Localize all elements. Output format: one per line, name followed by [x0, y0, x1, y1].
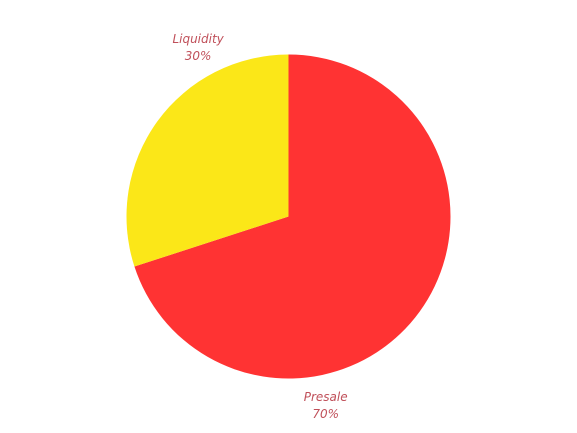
- pie-slices: [126, 54, 451, 379]
- pie-labels: Presale 70% Liquidity 30%: [172, 32, 347, 421]
- slice-percent-presale: 70%: [312, 407, 339, 421]
- slice-percent-liquidity: 30%: [185, 49, 212, 63]
- slice-label-liquidity: Liquidity: [172, 32, 224, 46]
- pie-slice-liquidity: [126, 54, 289, 267]
- pie-slice-presale: [134, 54, 451, 379]
- slice-label-presale: Presale: [304, 390, 348, 404]
